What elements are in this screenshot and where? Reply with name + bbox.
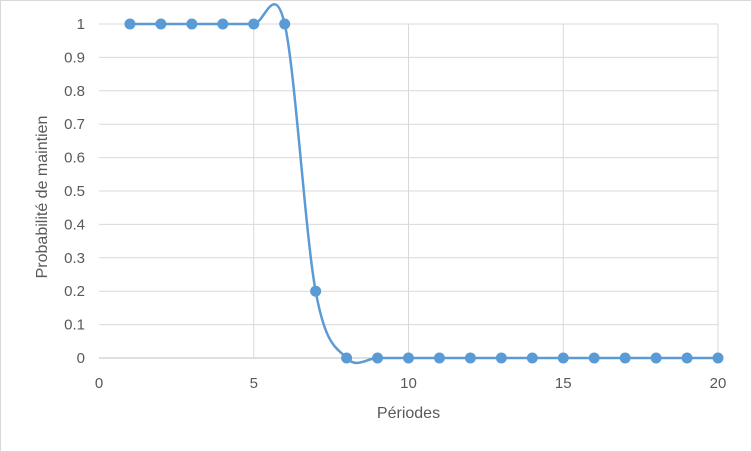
y-tick-label: 0.2 [64, 283, 85, 300]
data-point [403, 352, 414, 364]
y-tick-label: 0 [77, 350, 85, 367]
data-point [433, 352, 445, 364]
series-markers [124, 18, 724, 364]
x-tick-label: 5 [250, 375, 258, 392]
y-tick-label: 0.5 [64, 183, 85, 200]
data-point [310, 285, 322, 297]
data-point [526, 352, 538, 364]
data-point [650, 352, 662, 364]
data-point [464, 352, 476, 364]
data-point [588, 352, 600, 364]
x-tick-label: 15 [555, 375, 572, 392]
x-tick-label: 10 [400, 375, 417, 392]
gridlines [99, 23, 719, 359]
series-line [129, 3, 718, 365]
data-point [279, 18, 291, 30]
y-tick-label: 0.3 [64, 250, 85, 267]
y-tick-labels: 0 0.1 0.2 0.3 0.4 0.5 0.6 0.7 0.8 0.9 1 [64, 16, 85, 367]
y-tick-label: 0.6 [64, 150, 85, 167]
y-tick-label: 1 [77, 16, 85, 33]
y-tick-label: 0.4 [64, 216, 85, 233]
data-point [712, 352, 724, 364]
data-point [557, 352, 569, 364]
data-point [155, 18, 167, 30]
x-tick-label: 20 [710, 375, 727, 392]
data-point [681, 352, 693, 364]
data-point [372, 352, 384, 364]
y-tick-label: 0.1 [64, 317, 85, 334]
data-point [217, 18, 229, 30]
y-tick-label: 0.8 [64, 83, 85, 100]
data-point [248, 18, 260, 30]
data-point [495, 352, 507, 364]
y-tick-label: 0.7 [64, 116, 85, 133]
data-point [186, 18, 198, 30]
x-tick-label: 0 [95, 375, 103, 392]
y-axis-title: Probabilité de maintien [34, 116, 51, 279]
data-point [619, 352, 631, 364]
data-point [341, 352, 353, 364]
y-tick-label: 0.9 [64, 49, 85, 66]
x-axis-title: Périodes [377, 405, 440, 422]
x-tick-labels: 0 5 10 15 20 [95, 375, 727, 392]
data-point [124, 18, 136, 30]
